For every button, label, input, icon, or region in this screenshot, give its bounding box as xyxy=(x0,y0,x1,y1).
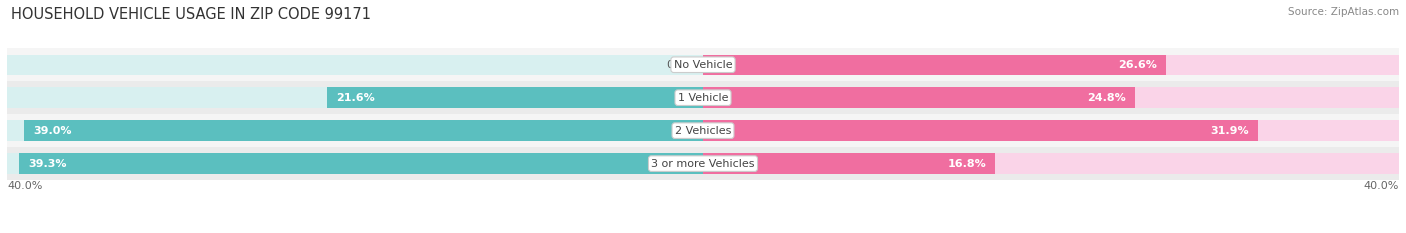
Bar xyxy=(703,120,1258,141)
Bar xyxy=(703,120,1399,141)
Bar xyxy=(703,153,1399,174)
Text: 39.0%: 39.0% xyxy=(34,126,72,136)
Bar xyxy=(703,87,1399,108)
Text: 24.8%: 24.8% xyxy=(1087,93,1126,103)
Text: 31.9%: 31.9% xyxy=(1211,126,1250,136)
Text: 21.6%: 21.6% xyxy=(336,93,374,103)
Text: No Vehicle: No Vehicle xyxy=(673,60,733,70)
Text: Source: ZipAtlas.com: Source: ZipAtlas.com xyxy=(1288,7,1399,17)
Text: 3 or more Vehicles: 3 or more Vehicles xyxy=(651,159,755,169)
Bar xyxy=(703,87,1135,108)
Bar xyxy=(703,55,1399,75)
Legend: Owner-occupied, Renter-occupied: Owner-occupied, Renter-occupied xyxy=(586,232,820,233)
Text: HOUSEHOLD VEHICLE USAGE IN ZIP CODE 99171: HOUSEHOLD VEHICLE USAGE IN ZIP CODE 9917… xyxy=(11,7,371,22)
Text: 0.0%: 0.0% xyxy=(666,60,695,70)
Text: 16.8%: 16.8% xyxy=(948,159,987,169)
Bar xyxy=(7,120,703,141)
Text: 39.3%: 39.3% xyxy=(28,159,66,169)
Bar xyxy=(7,55,703,75)
Bar xyxy=(7,153,703,174)
Text: 26.6%: 26.6% xyxy=(1118,60,1157,70)
Bar xyxy=(24,120,703,141)
Text: 1 Vehicle: 1 Vehicle xyxy=(678,93,728,103)
Bar xyxy=(20,153,703,174)
Text: 40.0%: 40.0% xyxy=(1364,181,1399,191)
Bar xyxy=(7,81,1399,114)
Text: 40.0%: 40.0% xyxy=(7,181,42,191)
Bar xyxy=(703,55,1166,75)
Bar xyxy=(703,153,995,174)
Bar xyxy=(7,48,1399,81)
Bar xyxy=(7,147,1399,180)
Bar xyxy=(7,87,703,108)
Bar xyxy=(328,87,703,108)
Bar xyxy=(7,114,1399,147)
Text: 2 Vehicles: 2 Vehicles xyxy=(675,126,731,136)
